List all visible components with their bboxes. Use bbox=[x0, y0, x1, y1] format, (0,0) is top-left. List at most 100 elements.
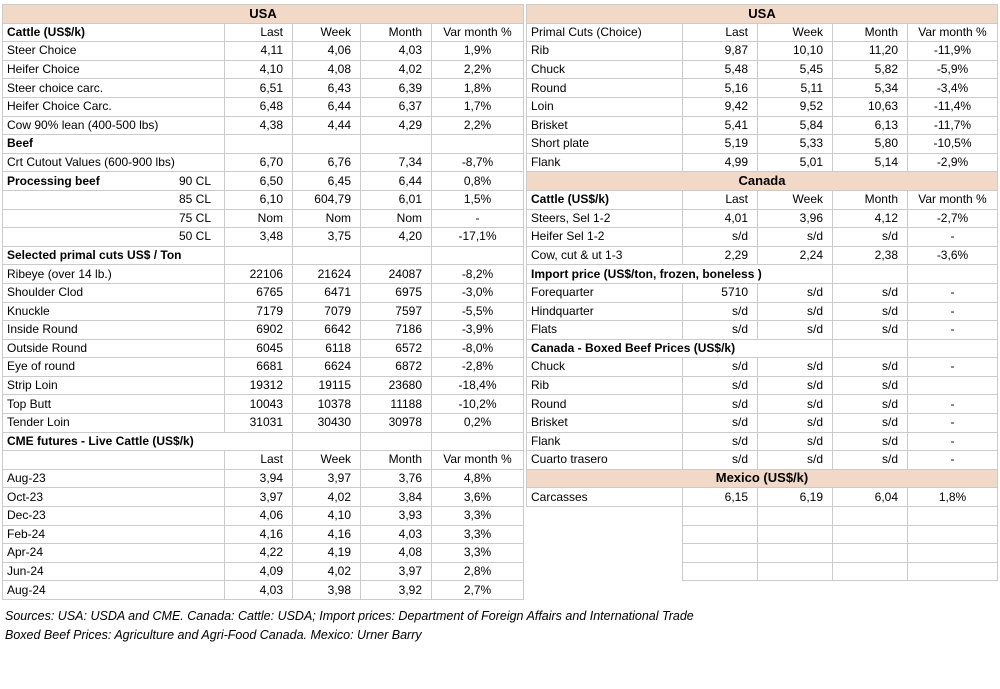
cell-empty bbox=[757, 561, 833, 582]
table-row: Outside Round 6045 6118 6572 -8,0% bbox=[2, 338, 524, 359]
cell-month: s/d bbox=[832, 301, 908, 322]
cell-month: 5,14 bbox=[832, 152, 908, 173]
cell-var: 2,7% bbox=[431, 580, 524, 600]
cell-last: 9,42 bbox=[682, 96, 758, 117]
cell-empty bbox=[224, 245, 293, 266]
table-row: Primal Cuts (Choice) Last Week Month Var mon… bbox=[526, 22, 998, 43]
cell-week: 4,02 bbox=[292, 487, 361, 508]
section-label: Selected primal cuts US$ / Ton bbox=[2, 245, 225, 266]
row-label: Steer Choice bbox=[2, 41, 225, 61]
cell-month: 3,93 bbox=[360, 506, 432, 526]
table-row: Crt Cutout Values (600-900 lbs) 6,70 6,76 7… bbox=[2, 152, 524, 173]
row-label: Apr-24 bbox=[2, 543, 225, 563]
cell-empty bbox=[907, 524, 998, 545]
row-label: Oct-23 bbox=[2, 487, 225, 508]
cell-empty bbox=[292, 134, 361, 154]
table-row: Feb-24 4,16 4,16 4,03 3,3% bbox=[2, 524, 524, 545]
cell-var: -3,4% bbox=[907, 78, 998, 98]
row-label: Flats bbox=[526, 320, 683, 340]
row-label: 50 CL bbox=[2, 227, 225, 247]
table-row bbox=[527, 561, 998, 582]
row-label: Heifer Sel 1-2 bbox=[526, 227, 683, 247]
cell-var: - bbox=[907, 431, 998, 452]
cell-var: - bbox=[907, 357, 998, 377]
cell-week: 10,10 bbox=[757, 41, 833, 61]
cell-var: -10,5% bbox=[907, 134, 998, 154]
cell-month: 3,76 bbox=[360, 468, 432, 489]
table-row: Round 5,16 5,11 5,34 -3,4% bbox=[526, 78, 998, 98]
row-label: Feb-24 bbox=[2, 524, 225, 545]
cell-week: 6471 bbox=[292, 282, 361, 303]
cell-var: -3,0% bbox=[431, 282, 524, 303]
cell-var: 2,8% bbox=[431, 561, 524, 582]
cell-last: 6045 bbox=[224, 338, 293, 359]
cell-month: 6572 bbox=[360, 338, 432, 359]
table-row: Flank 4,99 5,01 5,14 -2,9% bbox=[526, 152, 998, 173]
cell-month: 24087 bbox=[360, 264, 432, 284]
section-label: Canada - Boxed Beef Prices (US$/k) bbox=[526, 338, 833, 359]
cell-month: 5,80 bbox=[832, 134, 908, 154]
cell-month: 7,34 bbox=[360, 152, 432, 173]
cell-var: 1,7% bbox=[431, 96, 524, 117]
row-label-sub: 90 CL bbox=[178, 173, 211, 188]
cell-week: 5,84 bbox=[757, 115, 833, 136]
table-row: Import price (US$/ton, frozen, boneless … bbox=[526, 264, 998, 284]
cell-month: s/d bbox=[832, 375, 908, 396]
cell-empty bbox=[907, 264, 998, 284]
table-row: Strip Loin 19312 19115 23680 -18,4% bbox=[2, 375, 524, 396]
row-label: Steer choice carc. bbox=[2, 78, 225, 98]
cell-month: 4,02 bbox=[360, 59, 432, 80]
table-row: Eye of round 6681 6624 6872 -2,8% bbox=[2, 357, 524, 377]
cell-week: 5,11 bbox=[757, 78, 833, 98]
cell-week: 3,98 bbox=[292, 580, 361, 600]
cell-var: - bbox=[907, 320, 998, 340]
cell-last: 6,70 bbox=[224, 152, 293, 173]
price-report-page: USA Cattle (US$/k) Last Week Month Var month … bbox=[2, 4, 998, 642]
cell-empty bbox=[360, 431, 432, 452]
cell-empty bbox=[907, 506, 998, 526]
cell-last: s/d bbox=[682, 357, 758, 377]
cell-last: 4,16 bbox=[224, 524, 293, 545]
table-row: Brisket 5,41 5,84 6,13 -11,7% bbox=[526, 115, 998, 136]
cell-last: 3,94 bbox=[224, 468, 293, 489]
table-row: Beef bbox=[2, 134, 524, 154]
row-label: Cow 90% lean (400-500 lbs) bbox=[2, 115, 225, 136]
column-header-month: Month bbox=[832, 189, 908, 210]
cell-var: -11,7% bbox=[907, 115, 998, 136]
cell-week: s/d bbox=[757, 357, 833, 377]
cell-last: 4,09 bbox=[224, 561, 293, 582]
cell-month: 30978 bbox=[360, 413, 432, 433]
cell-var: 0,2% bbox=[431, 413, 524, 433]
column-header-month: Month bbox=[360, 22, 432, 43]
table-row: Round s/d s/d s/d - bbox=[526, 394, 998, 415]
table-row: Last Week Month Var month % bbox=[2, 450, 524, 470]
cell-last: 3,97 bbox=[224, 487, 293, 508]
cell-var: - bbox=[907, 413, 998, 433]
row-label: Heifer Choice bbox=[2, 59, 225, 80]
row-label: Steers, Sel 1-2 bbox=[526, 208, 683, 229]
cell-last: 5,19 bbox=[682, 134, 758, 154]
cell-last: 6765 bbox=[224, 282, 293, 303]
table-row: Cow, cut & ut 1-3 2,29 2,24 2,38 -3,6% bbox=[526, 245, 998, 266]
row-label: Loin bbox=[526, 96, 683, 117]
cell-week: s/d bbox=[757, 282, 833, 303]
table-row: Chuck 5,48 5,45 5,82 -5,9% bbox=[526, 59, 998, 80]
cell-week: 3,75 bbox=[292, 227, 361, 247]
row-label: Round bbox=[526, 394, 683, 415]
table-row: Short plate 5,19 5,33 5,80 -10,5% bbox=[526, 134, 998, 154]
cell-month: 23680 bbox=[360, 375, 432, 396]
cell-var: 1,5% bbox=[431, 189, 524, 210]
row-label: Rib bbox=[526, 41, 683, 61]
cell-var: -2,8% bbox=[431, 357, 524, 377]
table-row: Hindquarter s/d s/d s/d - bbox=[526, 301, 998, 322]
cell-last: 4,06 bbox=[224, 506, 293, 526]
column-header-var: Var month % bbox=[907, 189, 998, 210]
column-header-var: Var month % bbox=[431, 22, 524, 43]
row-label: Jun-24 bbox=[2, 561, 225, 582]
cell-last: 5,41 bbox=[682, 115, 758, 136]
cell-week: s/d bbox=[757, 450, 833, 470]
table-row: USA bbox=[526, 4, 998, 24]
cell-month: 4,03 bbox=[360, 524, 432, 545]
row-label: Crt Cutout Values (600-900 lbs) bbox=[2, 152, 225, 173]
tables-container: USA Cattle (US$/k) Last Week Month Var month … bbox=[2, 4, 998, 600]
